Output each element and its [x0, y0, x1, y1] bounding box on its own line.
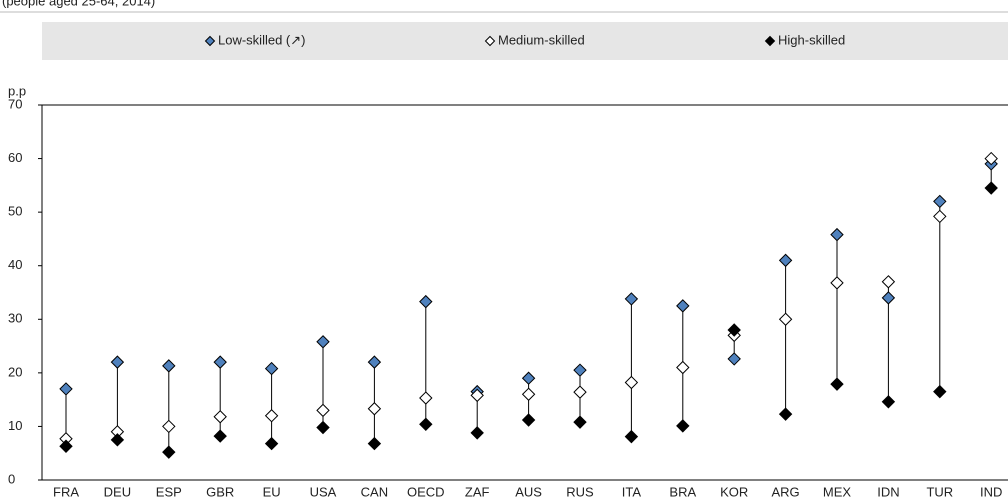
x-tick-label: OECD	[407, 484, 445, 499]
x-tick-label: IDN	[877, 484, 899, 499]
dot	[367, 402, 382, 416]
dot	[162, 419, 176, 434]
dot	[367, 436, 382, 451]
dot	[727, 323, 741, 337]
dot	[778, 312, 793, 326]
dot	[470, 388, 484, 403]
dot	[573, 363, 587, 377]
dot	[316, 420, 330, 435]
x-tick-label: DEU	[104, 484, 131, 499]
dot	[676, 419, 690, 433]
dot	[110, 433, 125, 447]
dot	[933, 194, 947, 209]
dot	[316, 403, 330, 418]
legend-label: Medium-skilled	[498, 32, 585, 47]
dot	[264, 436, 279, 451]
x-tick-label: MEX	[823, 484, 852, 499]
dot	[573, 415, 587, 429]
legend-label: High-skilled	[778, 32, 845, 47]
dot	[213, 355, 227, 369]
dot	[316, 335, 330, 349]
dot	[778, 407, 793, 421]
x-tick-label: ZAF	[465, 484, 490, 499]
dot	[110, 355, 125, 369]
dot	[881, 291, 896, 305]
dot	[521, 387, 536, 401]
x-tick-label: USA	[310, 484, 337, 499]
dot	[933, 384, 947, 399]
x-tick-label: TUR	[926, 484, 953, 499]
dot	[367, 355, 382, 369]
y-tick-label: 40	[8, 257, 22, 272]
y-tick-label: 50	[8, 204, 22, 219]
dot	[521, 413, 536, 427]
dot	[881, 275, 896, 289]
y-tick-label: 20	[8, 364, 22, 379]
dot	[778, 253, 793, 268]
y-tick-label: 0	[8, 471, 15, 486]
dot	[470, 426, 484, 440]
x-tick-label: ITA	[622, 484, 642, 499]
dot	[727, 352, 741, 366]
dot	[830, 377, 844, 391]
subtitle: (people aged 25-64, 2014)	[2, 0, 155, 8]
dot	[59, 382, 73, 396]
legend-band	[42, 22, 1008, 60]
dot	[624, 292, 639, 306]
legend-marker	[484, 35, 496, 47]
x-tick-label: ARG	[772, 484, 800, 499]
dot	[162, 445, 176, 459]
x-tick-label: ESP	[156, 484, 182, 499]
x-tick-label: IND	[980, 484, 1002, 499]
dot	[213, 410, 227, 424]
dot	[162, 359, 176, 373]
x-tick-label: BRA	[669, 484, 696, 499]
dot	[264, 409, 279, 423]
x-tick-label: CAN	[361, 484, 388, 499]
dot	[419, 391, 433, 405]
x-tick-label: RUS	[566, 484, 594, 499]
dot	[521, 371, 536, 385]
x-tick-label: FRA	[53, 484, 79, 499]
dot	[984, 181, 998, 195]
y-tick-label: 10	[8, 418, 22, 433]
dot	[624, 429, 639, 444]
dot	[830, 227, 844, 242]
dot	[676, 299, 690, 313]
y-tick-label: 60	[8, 150, 22, 165]
dot	[59, 439, 73, 453]
dot	[213, 429, 227, 443]
y-tick-label: 70	[8, 96, 22, 111]
dot	[984, 151, 998, 166]
x-tick-label: EU	[263, 484, 281, 499]
y-tick-label: 30	[8, 311, 22, 326]
x-tick-label: GBR	[206, 484, 234, 499]
dot	[881, 395, 896, 409]
legend-marker	[204, 35, 216, 47]
dot	[573, 385, 587, 399]
dot	[676, 360, 690, 375]
legend-label: Low-skilled (↗)	[218, 32, 305, 47]
x-tick-label: KOR	[720, 484, 748, 499]
dot	[264, 361, 279, 376]
x-tick-label: AUS	[515, 484, 542, 499]
dot	[419, 417, 433, 431]
dot	[624, 375, 639, 390]
dot	[830, 276, 844, 290]
dot	[419, 294, 433, 309]
y-axis-label: p.p	[8, 83, 26, 98]
dot	[933, 209, 947, 224]
legend-marker	[764, 35, 776, 47]
